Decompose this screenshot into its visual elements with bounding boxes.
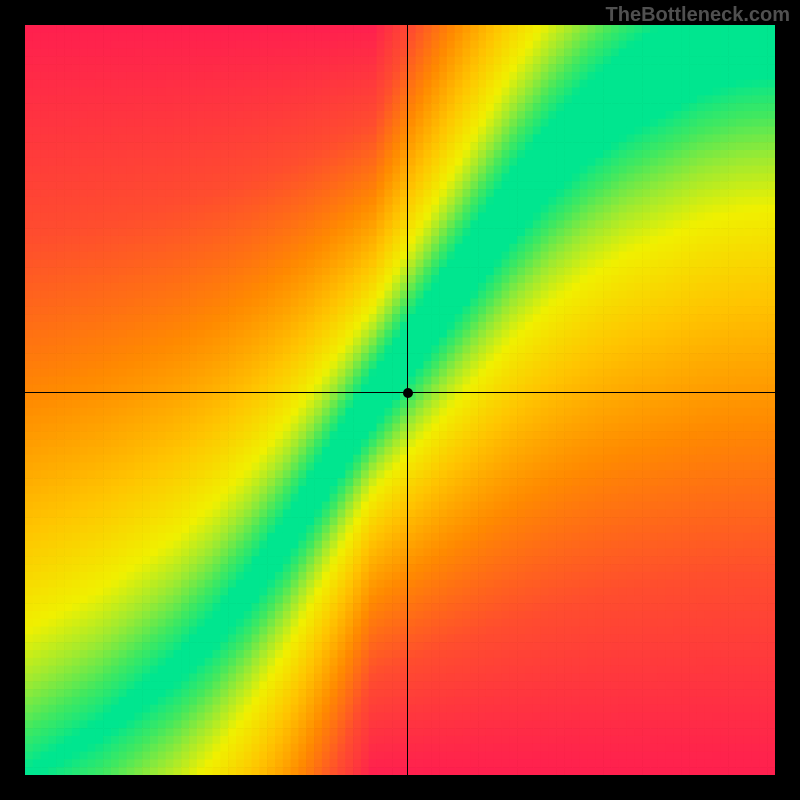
heatmap-plot — [25, 25, 775, 775]
crosshair-vertical — [407, 25, 408, 775]
watermark-text: TheBottleneck.com — [606, 4, 790, 27]
root-container: TheBottleneck.com — [0, 0, 800, 800]
marker-dot — [403, 388, 413, 398]
crosshair-horizontal — [25, 392, 775, 393]
heatmap-canvas — [25, 25, 775, 775]
